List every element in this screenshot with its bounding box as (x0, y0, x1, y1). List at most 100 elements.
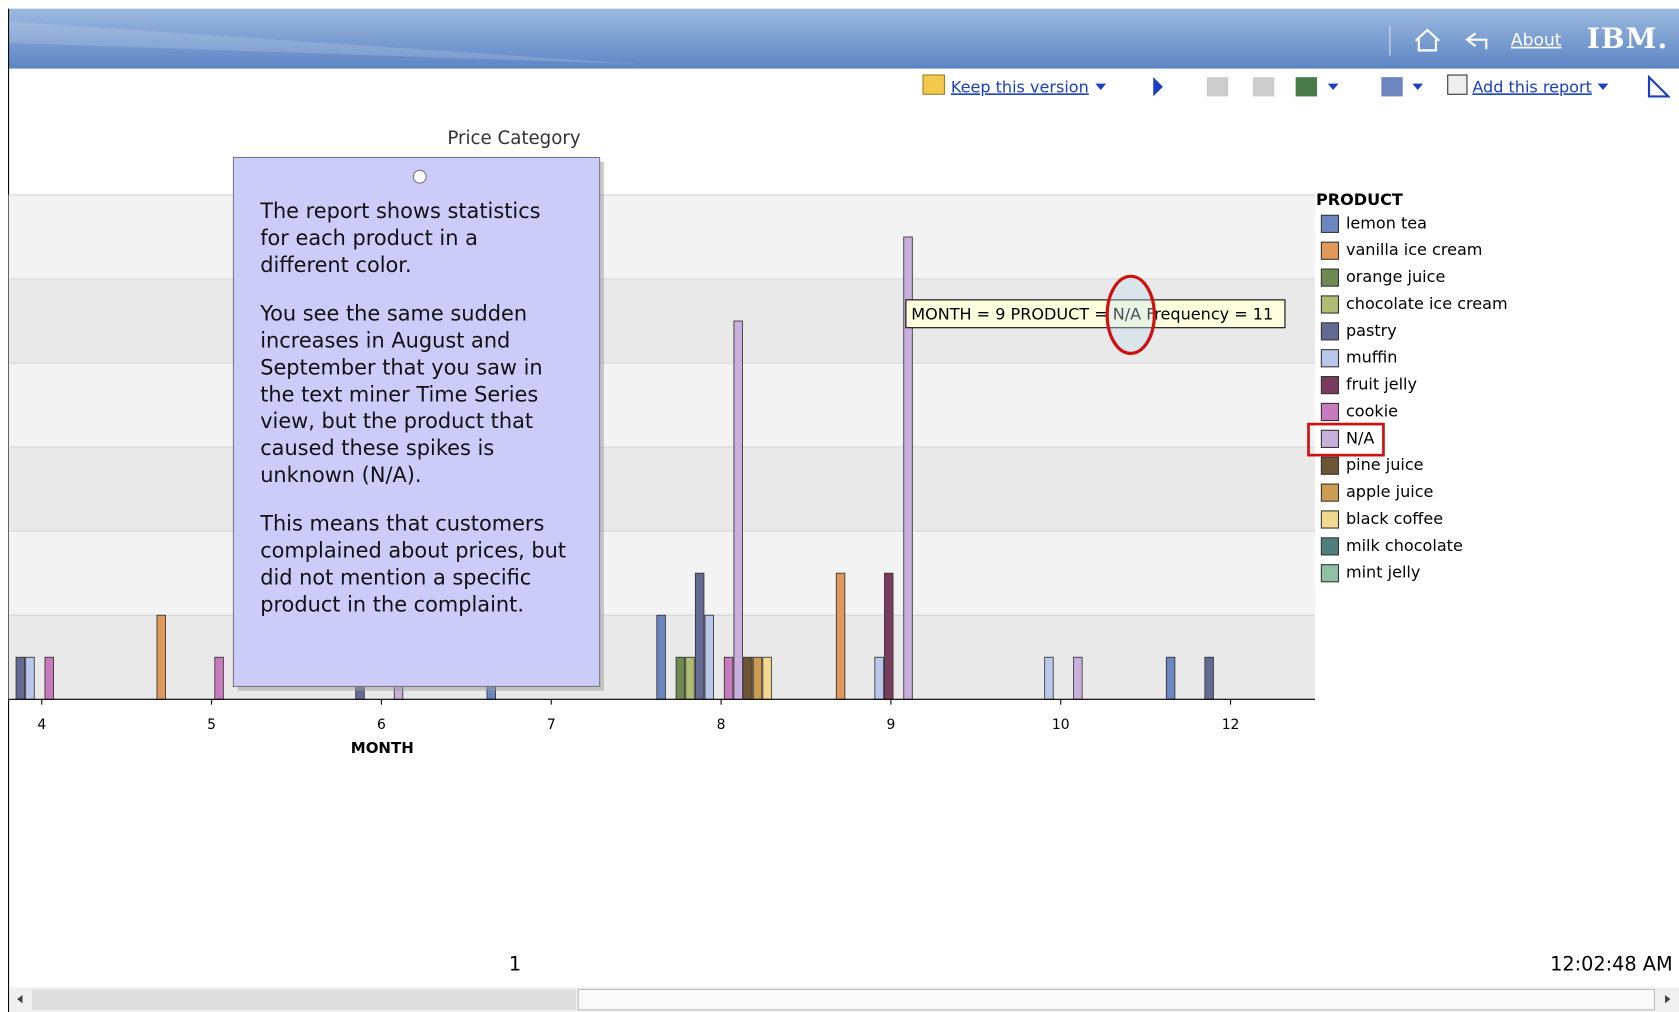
grid-band (8, 531, 1315, 616)
legend-swatch (1320, 537, 1340, 556)
callout-line: product in the complaint. (260, 592, 524, 616)
x-tick-label: 6 (377, 717, 386, 733)
callout-line: for each product in a (260, 226, 478, 250)
tooltip: MONTH = 9 PRODUCT = N/A Frequency = 11 (911, 304, 1273, 323)
pin-icon (412, 169, 427, 184)
home-icon[interactable] (1414, 28, 1440, 52)
bar (733, 320, 743, 700)
highlight-circle (1105, 274, 1156, 356)
bar (884, 572, 894, 700)
bar (694, 572, 705, 700)
about-link[interactable]: About (1511, 31, 1562, 51)
tool-icon (1252, 77, 1275, 97)
bar (675, 656, 686, 700)
toolbar-arrows[interactable] (1095, 77, 1163, 97)
legend-swatch (1320, 349, 1340, 368)
legend-swatch (1320, 268, 1340, 287)
back-icon[interactable] (1465, 32, 1488, 50)
legend-item: apple juice (1346, 482, 1434, 501)
bar (685, 656, 695, 700)
legend-item: black coffee (1346, 509, 1443, 528)
tool-icon[interactable] (1381, 77, 1403, 97)
tooltip-box (905, 299, 1286, 329)
scroll-track (32, 989, 577, 1010)
bar (752, 656, 763, 700)
legend-title: PRODUCT (1316, 190, 1403, 209)
callout-line: This means that customers (259, 512, 544, 536)
callout-box (232, 156, 601, 687)
ibm-logo: IBM. (1587, 22, 1668, 55)
bar (723, 656, 734, 700)
legend-item: mint jelly (1346, 563, 1421, 582)
x-tick-label: 7 (547, 717, 556, 733)
bar (743, 656, 753, 700)
bar (44, 656, 54, 700)
page-number: 1 (509, 952, 521, 975)
callout-line: September that you saw in (260, 355, 542, 379)
legend-swatch (1320, 510, 1340, 529)
tool-icon[interactable] (1295, 77, 1318, 97)
bar (835, 572, 846, 700)
callout-line: You see the same sudden (259, 302, 527, 326)
bar (15, 656, 26, 700)
x-axis: 4 5 6 7 8 9 10 12 MONTH (8, 698, 1315, 757)
bar (704, 614, 715, 700)
highlight-box (1307, 422, 1385, 457)
chart-title: Price Category (447, 128, 580, 149)
bar (156, 614, 166, 700)
legend-item: pine juice (1346, 455, 1424, 474)
callout-line: increases in August and (260, 329, 510, 353)
keep-link[interactable]: Keep this version (951, 77, 1089, 96)
legend-swatch (1320, 322, 1340, 341)
legend-item: chocolate ice cream (1346, 294, 1508, 313)
callout-text: The report shows statistics for each prod… (259, 199, 566, 616)
bar (656, 614, 666, 700)
callout-line: different color. (260, 253, 411, 277)
callout-line: view, but the product that (260, 409, 533, 433)
legend-swatch (1320, 564, 1340, 583)
keep-icon[interactable] (922, 74, 945, 95)
x-tick-label: 8 (717, 717, 726, 733)
bar (1044, 656, 1054, 700)
callout-line: unknown (N/A). (260, 463, 421, 487)
add-icon[interactable] (1447, 74, 1468, 95)
legend-item: N/A (1346, 428, 1374, 447)
bar (1165, 656, 1176, 700)
tool-icon (1206, 77, 1229, 97)
legend-swatch (1320, 483, 1340, 502)
legend-item: orange juice (1346, 267, 1445, 286)
legend-swatch (1320, 376, 1340, 395)
legend-item: lemon tea (1346, 213, 1427, 232)
bar (1073, 656, 1083, 700)
callout-line: complained about prices, but (260, 539, 566, 563)
time: 12:02:48 AM (1550, 952, 1672, 975)
bar (214, 656, 224, 700)
tool-icon[interactable] (1647, 74, 1671, 98)
legend-swatch (1320, 402, 1340, 422)
x-tick-label: 10 (1052, 717, 1070, 733)
legend-swatch (1320, 241, 1340, 260)
callout: The report shows statistics for each prod… (232, 156, 604, 691)
header-bar (8, 8, 1679, 69)
callout-line: caused these spikes is (260, 436, 494, 460)
legend-swatch (1320, 214, 1340, 233)
bar (25, 656, 35, 700)
grid-band (8, 363, 1315, 448)
legend-item: pastry (1346, 321, 1397, 340)
legend-item: fruit jelly (1346, 375, 1418, 394)
callout-line: did not mention a specific (260, 565, 531, 589)
bar (1204, 656, 1214, 700)
header-swoosh (8, 21, 643, 65)
add-link[interactable]: Add this report (1472, 77, 1592, 96)
plot (8, 194, 1315, 700)
legend-item: vanilla ice cream (1346, 240, 1482, 259)
grid-band (8, 194, 1315, 279)
x-tick-label: 5 (207, 717, 216, 733)
legend-swatch (1320, 456, 1340, 475)
legend: PRODUCT lemon tea vanilla ice cream orange … (1316, 190, 1508, 583)
callout-line: the text miner Time Series (260, 382, 538, 406)
scroll-thumb[interactable] (577, 988, 1655, 1011)
legend-item: cookie (1346, 401, 1398, 420)
